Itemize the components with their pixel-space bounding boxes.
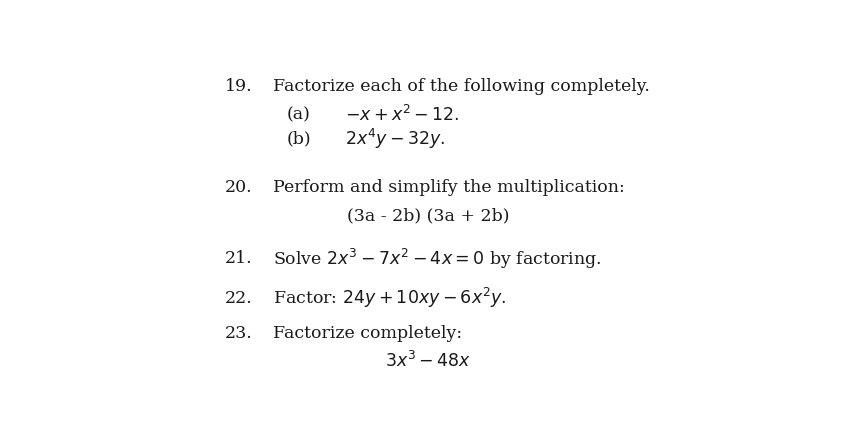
Text: $-x + x^{2} - 12.$: $-x + x^{2} - 12.$ (344, 104, 459, 125)
Text: Factorize each of the following completely.: Factorize each of the following complete… (273, 78, 649, 95)
Text: 20.: 20. (225, 179, 252, 196)
Text: (a): (a) (287, 106, 310, 123)
Text: Solve $2x^{3} - 7x^{2} - 4x = 0$ by factoring.: Solve $2x^{3} - 7x^{2} - 4x = 0$ by fact… (273, 246, 602, 270)
Text: 23.: 23. (225, 325, 252, 341)
Text: (b): (b) (287, 131, 311, 148)
Text: 21.: 21. (225, 250, 252, 267)
Text: Factor: $24y + 10xy - 6x^{2}y.$: Factor: $24y + 10xy - 6x^{2}y.$ (273, 286, 506, 310)
Text: $3x^{3} - 48x$: $3x^{3} - 48x$ (385, 351, 471, 371)
Text: $2x^{4}y - 32y.$: $2x^{4}y - 32y.$ (344, 127, 444, 151)
Text: 19.: 19. (225, 78, 252, 95)
Text: Factorize completely:: Factorize completely: (273, 325, 462, 341)
Text: Perform and simplify the multiplication:: Perform and simplify the multiplication: (273, 179, 624, 196)
Text: 22.: 22. (225, 290, 252, 307)
Text: (3a - 2b) (3a + 2b): (3a - 2b) (3a + 2b) (347, 207, 509, 224)
